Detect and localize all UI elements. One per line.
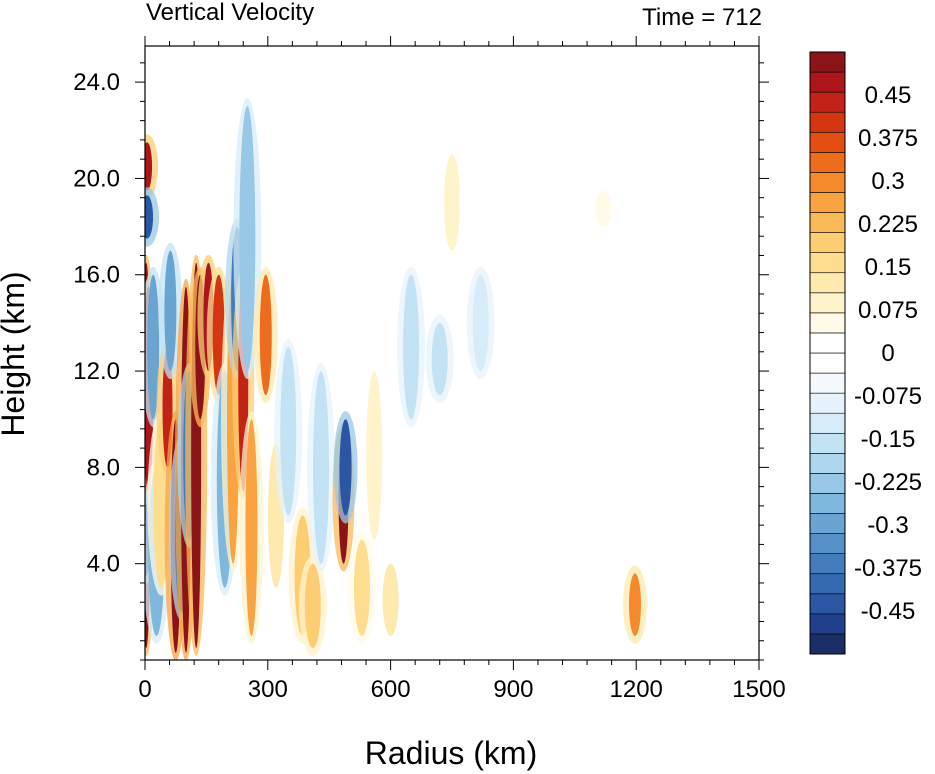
colorbar-label: 0.45	[865, 82, 912, 109]
field-feature	[431, 322, 448, 396]
x-tick-label: 1500	[732, 676, 785, 703]
colorbar-swatch	[809, 352, 846, 374]
colorbar-label: -0.45	[861, 598, 916, 625]
colorbar-swatch	[809, 252, 846, 274]
colorbar-swatch	[809, 493, 846, 514]
chart-title: Vertical Velocity	[146, 0, 314, 26]
colorbar-swatch	[809, 192, 846, 213]
plot-frame	[144, 45, 760, 661]
colorbar-label: -0.3	[867, 512, 908, 539]
field-feature	[595, 190, 612, 227]
field-feature	[472, 274, 489, 372]
colorbar-label: 0	[881, 340, 894, 367]
colorbar-swatch	[809, 152, 846, 173]
colorbar-swatch	[809, 332, 846, 354]
y-axis: 4.0 8.0 12.0 16.0 20.0 24.0	[73, 62, 769, 661]
colorbar-swatch	[809, 553, 846, 575]
colorbar-swatch	[809, 212, 846, 233]
colorbar-swatch	[809, 91, 846, 113]
colorbar-label: 0.225	[858, 211, 918, 238]
time-label: Time = 712	[642, 4, 762, 31]
colorbar-swatch	[809, 533, 846, 554]
colorbar-swatch	[809, 232, 846, 253]
colorbar-swatch	[809, 513, 846, 534]
colorbar-label: 0.15	[865, 254, 912, 281]
field-feature	[304, 563, 321, 648]
colorbar-swatch	[809, 613, 846, 635]
colorbar-label: 0.3	[871, 168, 904, 195]
colorbar-label: 0.375	[858, 125, 918, 152]
x-tick-label: 1200	[610, 676, 663, 703]
y-tick-label: 12.0	[73, 358, 120, 385]
colorbar-swatch	[809, 272, 846, 294]
field-feature	[164, 250, 177, 372]
field-feature	[403, 274, 420, 420]
y-tick-label: 8.0	[87, 454, 120, 481]
x-tick-label: 600	[371, 676, 411, 703]
field-feature	[145, 142, 153, 191]
field-feature	[366, 371, 383, 540]
colorbar-swatch	[809, 633, 846, 655]
x-tick-label: 900	[493, 676, 533, 703]
colorbar-swatch	[809, 131, 846, 153]
field-feature	[339, 419, 352, 516]
y-tick-label: 24.0	[73, 69, 120, 96]
colorbar-label: 0.075	[858, 297, 918, 324]
colorbar-swatch	[809, 412, 846, 434]
colorbar-swatch	[809, 172, 846, 193]
x-axis-label: Radius (km)	[365, 735, 537, 771]
colorbar-swatch	[809, 312, 846, 334]
colorbar-swatch	[809, 71, 846, 93]
x-axis: 0 300 600 900 1200 1500	[138, 36, 786, 703]
colorbar-swatch	[809, 51, 846, 73]
y-tick-label: 4.0	[87, 551, 120, 578]
field-feature	[280, 346, 297, 516]
colorbar-border	[809, 51, 846, 655]
x-tick-label: 300	[248, 676, 288, 703]
field-feature	[382, 563, 399, 636]
colorbar-label: -0.375	[854, 555, 922, 582]
colorbar-swatch	[809, 573, 846, 595]
colorbar-swatch	[809, 292, 846, 314]
colorbar-swatch	[809, 432, 846, 454]
x-tick-label: 0	[138, 676, 151, 703]
colorbar-label: -0.075	[854, 383, 922, 410]
field-feature	[628, 573, 641, 636]
field-feature	[245, 419, 258, 636]
colorbar-label: -0.15	[861, 426, 916, 453]
field-feature	[444, 154, 460, 251]
y-tick-label: 16.0	[73, 262, 120, 289]
field-feature	[313, 371, 330, 564]
field-feature	[353, 539, 370, 636]
heatmap-field	[145, 46, 759, 660]
colorbar-swatch	[809, 453, 846, 474]
colorbar-swatch	[809, 372, 846, 394]
colorbar-swatch	[809, 473, 846, 494]
field-feature	[259, 274, 272, 396]
field-feature	[147, 274, 160, 420]
field-feature	[239, 106, 256, 372]
colorbar-swatch	[809, 593, 846, 615]
colorbar-label: -0.225	[854, 469, 922, 496]
field-feature	[145, 195, 154, 239]
y-tick-label: 20.0	[73, 165, 120, 192]
colorbar-swatch	[809, 111, 846, 133]
colorbar: 0.45 0.375 0.3 0.225 0.15 0.075 0 -0.075 -0.15 -0…	[809, 51, 922, 655]
y-axis-label: Height (km)	[0, 271, 31, 436]
field-feature	[212, 274, 225, 396]
plot-border	[144, 45, 760, 661]
colorbar-swatch	[809, 392, 846, 414]
